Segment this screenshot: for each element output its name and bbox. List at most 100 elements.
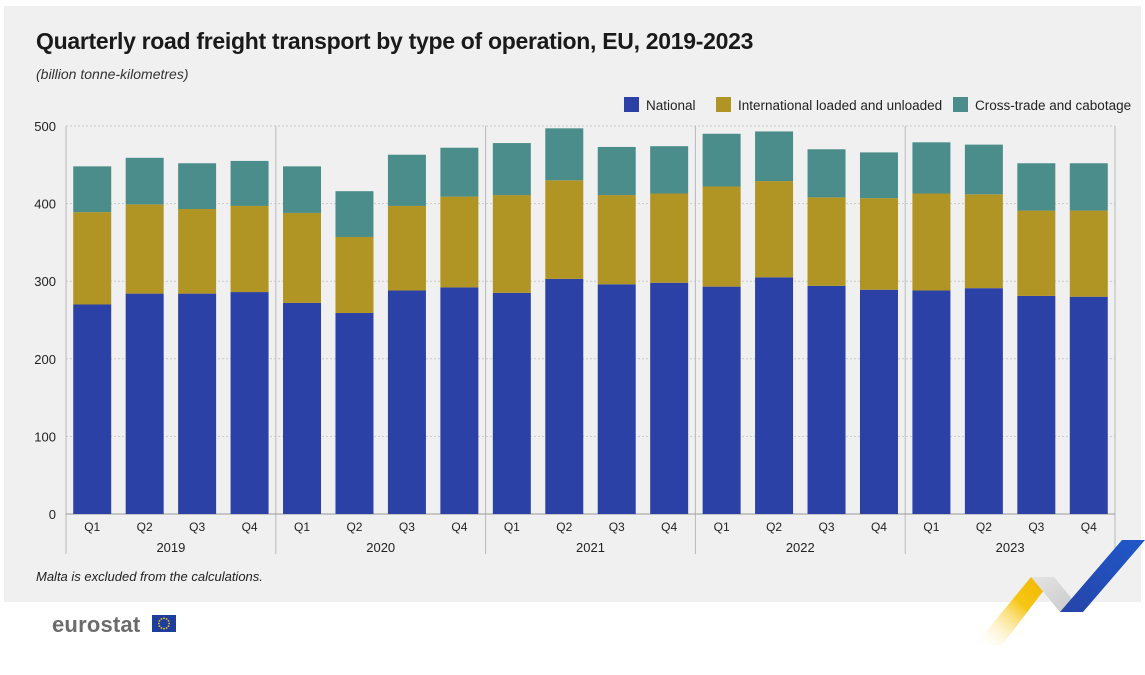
legend-swatch: [716, 97, 731, 112]
x-tick-label: Q2: [766, 520, 782, 534]
bar-segment: [650, 193, 689, 283]
y-tick-label: 500: [34, 119, 56, 134]
y-tick-label: 200: [34, 352, 56, 367]
year-label: 2019: [156, 540, 185, 555]
eu-star: [158, 625, 161, 627]
bar-segment: [702, 286, 741, 514]
bar-segment: [964, 194, 1003, 289]
bar-segment: [597, 284, 636, 514]
bar-segment: [807, 149, 846, 198]
bar-segment: [702, 186, 741, 287]
footnote: Malta is excluded from the calculations.: [36, 569, 263, 584]
bar-segment: [492, 195, 531, 293]
bar-segment: [73, 166, 112, 213]
bar-segment: [545, 180, 584, 279]
bar-segment: [1017, 210, 1056, 296]
bar-segment: [125, 204, 164, 294]
bar-segment: [387, 290, 426, 514]
bar-segment: [125, 157, 164, 205]
x-tick-label: Q1: [714, 520, 730, 534]
eu-star: [165, 627, 168, 629]
year-label: 2023: [996, 540, 1025, 555]
bar-segment: [440, 287, 479, 514]
x-tick-label: Q3: [189, 520, 205, 534]
bar-segment: [230, 160, 269, 206]
bar-segment: [702, 133, 741, 187]
eu-star: [160, 618, 163, 620]
bar-segment: [755, 181, 794, 278]
bar-segment: [283, 166, 322, 213]
bar-segment: [1069, 296, 1108, 514]
bar-segment: [387, 205, 426, 291]
bar-segment: [440, 147, 479, 197]
x-tick-label: Q1: [923, 520, 939, 534]
eu-star: [165, 618, 168, 620]
bar-segment: [912, 290, 951, 514]
eu-star: [163, 627, 165, 630]
bar-segment: [387, 154, 426, 206]
year-label: 2020: [366, 540, 395, 555]
x-tick-label: Q4: [1081, 520, 1097, 534]
legend-swatch: [953, 97, 968, 112]
eu-star: [160, 627, 163, 629]
x-tick-label: Q3: [609, 520, 625, 534]
bar-segment: [178, 209, 217, 294]
x-tick-label: Q4: [661, 520, 677, 534]
eu-star: [158, 620, 161, 622]
legend-label: Cross-trade and cabotage: [975, 98, 1131, 113]
bar-segment: [73, 212, 112, 305]
x-tick-label: Q2: [137, 520, 153, 534]
bar-segment: [1017, 295, 1056, 514]
bar-segment: [597, 195, 636, 285]
bar-segment: [492, 143, 531, 196]
eu-star: [163, 617, 165, 620]
bar-segment: [807, 197, 846, 286]
bar-segment: [230, 292, 269, 514]
bar-segment: [859, 152, 898, 199]
y-tick-label: 0: [49, 507, 56, 522]
bar-segment: [335, 191, 374, 237]
eu-star: [167, 625, 170, 627]
x-tick-label: Q1: [504, 520, 520, 534]
eu-star: [167, 620, 170, 622]
bar-segment: [335, 236, 374, 314]
bar-segment: [859, 198, 898, 290]
bar-segment: [73, 304, 112, 514]
chart-subtitle: (billion tonne-kilometres): [36, 66, 189, 82]
bar-segment: [1017, 163, 1056, 211]
bar-segment: [440, 196, 479, 288]
bar-segment: [125, 293, 164, 514]
bar-segment: [1069, 210, 1108, 297]
bar-segment: [230, 205, 269, 293]
bar-segment: [597, 146, 636, 196]
bar-segment: [755, 277, 794, 514]
bar-segment: [650, 146, 689, 194]
bar-segment: [912, 142, 951, 194]
bar-segment: [650, 282, 689, 514]
bar-segment: [859, 289, 898, 514]
bar-segment: [178, 163, 217, 210]
bar-segment: [492, 292, 531, 514]
eu-star: [157, 622, 160, 625]
x-tick-label: Q3: [399, 520, 415, 534]
eurostat-logo: eurostat: [52, 612, 141, 637]
y-tick-label: 400: [34, 197, 56, 212]
bar-segment: [545, 128, 584, 181]
y-tick-label: 100: [34, 429, 56, 444]
x-tick-label: Q4: [451, 520, 467, 534]
legend-swatch: [624, 97, 639, 112]
x-tick-label: Q2: [976, 520, 992, 534]
x-tick-label: Q2: [556, 520, 572, 534]
stacked-bar-chart: 0 100 200 300 400 500 Q1 Q2 Q3 Q4 Q1 Q2 Q3 Q4 Q1 Q2 Q3 Q4…: [34, 97, 1131, 555]
bar-segment: [283, 212, 322, 303]
bar-segment: [755, 131, 794, 182]
x-tick-label: Q4: [242, 520, 258, 534]
y-tick-label: 300: [34, 274, 56, 289]
x-tick-label: Q1: [294, 520, 310, 534]
bar-segment: [545, 278, 584, 514]
x-tick-label: Q3: [819, 520, 835, 534]
bar-segment: [1069, 163, 1108, 211]
year-label: 2021: [576, 540, 605, 555]
chart-title: Quarterly road freight transport by type…: [36, 28, 754, 54]
legend-label: International loaded and unloaded: [738, 98, 942, 113]
